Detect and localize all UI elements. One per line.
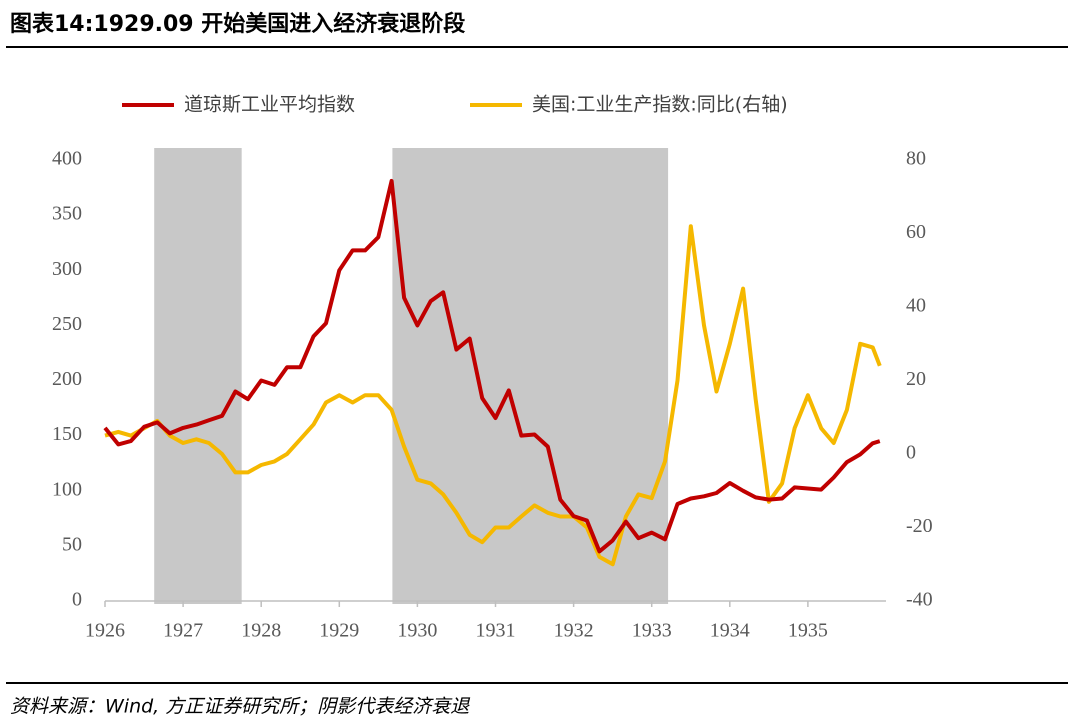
y-tick-label: 300 [52, 258, 82, 280]
y-tick-label: 400 [52, 148, 82, 170]
y-tick-label: 350 [52, 203, 82, 225]
y2-tick-label: 40 [906, 295, 926, 317]
series-line [103, 178, 881, 554]
y-tick-label: 200 [52, 368, 82, 390]
recession-shade [154, 148, 242, 604]
legend-label: 美国:工业生产指数:同比(右轴) [532, 94, 788, 116]
y2-tick-label: 0 [906, 442, 916, 464]
y2-tick-label: 80 [906, 148, 926, 170]
series-line [104, 224, 882, 567]
x-tick-label: 1931 [476, 620, 516, 642]
y-tick-label: 100 [52, 478, 82, 500]
recession-shade [392, 148, 669, 604]
x-tick-label: 1927 [163, 620, 203, 642]
y2-tick-label: 60 [906, 221, 926, 243]
y2-tick-label: -40 [906, 589, 933, 611]
x-tick-label: 1934 [710, 620, 750, 642]
y-tick-label: 50 [62, 533, 82, 555]
x-tick-label: 1929 [319, 620, 359, 642]
source-note: 资料来源：Wind, 方正证券研究所；阴影代表经济衰退 [10, 696, 470, 718]
x-tick-label: 1935 [788, 620, 828, 642]
y-tick-label: 250 [52, 313, 82, 335]
y-tick-label: 150 [52, 423, 82, 445]
x-tick-label: 1926 [85, 620, 125, 642]
x-tick-label: 1930 [397, 620, 437, 642]
y-tick-label: 0 [72, 589, 82, 611]
x-tick-label: 1933 [632, 620, 672, 642]
x-tick-label: 1928 [241, 620, 281, 642]
x-tick-label: 1932 [554, 620, 594, 642]
legend-label: 道琼斯工业平均指数 [184, 94, 355, 116]
chart-title: 图表14:1929.09 开始美国进入经济衰退阶段 [10, 11, 465, 37]
y2-tick-label: -20 [906, 515, 933, 537]
y2-tick-label: 20 [906, 368, 926, 390]
